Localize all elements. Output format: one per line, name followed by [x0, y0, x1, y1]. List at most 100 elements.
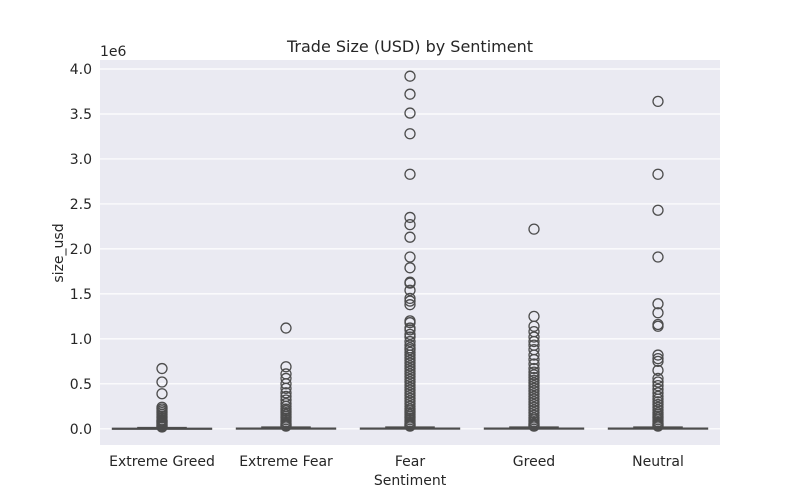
outlier-point — [652, 393, 664, 405]
x-tick-label: Extreme Fear — [239, 454, 333, 470]
outlier-point — [404, 128, 416, 140]
outlier-point — [652, 401, 664, 413]
outlier-point — [652, 349, 664, 361]
y-tick-label: 2.5 — [70, 197, 92, 213]
outlier-point — [528, 223, 540, 235]
outlier-point — [404, 346, 416, 358]
outlier-point — [404, 331, 416, 343]
outlier-point — [404, 389, 416, 402]
outlier-point — [404, 284, 416, 296]
outlier-point — [652, 307, 664, 319]
outlier-point — [404, 251, 416, 263]
outlier-point — [528, 390, 540, 403]
outlier-point — [280, 322, 292, 334]
outlier-point — [404, 317, 416, 329]
outlier-point — [404, 381, 416, 394]
y-tick-label: 3.0 — [70, 152, 92, 168]
outlier-point — [404, 107, 416, 119]
outlier-point — [652, 251, 664, 263]
x-tick-label: Extreme Greed — [109, 454, 215, 470]
y-tick-label: 1.5 — [70, 287, 92, 303]
outlier-point — [652, 204, 664, 216]
outlier-point — [404, 397, 416, 410]
outlier-point — [652, 376, 664, 388]
outlier-point — [528, 353, 540, 366]
outlier-point — [156, 362, 168, 375]
outlier-point — [404, 88, 416, 100]
outlier-point — [280, 361, 292, 373]
chart-title: Trade Size (USD) by Sentiment — [286, 37, 533, 56]
outlier-point — [404, 376, 416, 388]
outlier-point — [404, 352, 416, 364]
outlier-point — [404, 262, 416, 274]
box-plot-greed — [483, 223, 585, 432]
outlier-point — [528, 396, 540, 408]
y-tick-label: 1.0 — [70, 332, 92, 348]
outlier-point — [652, 396, 664, 408]
outlier-point — [528, 366, 540, 378]
outlier-point — [404, 324, 416, 336]
outlier-point — [652, 168, 664, 180]
outlier-point — [404, 379, 416, 391]
outlier-point — [404, 357, 416, 369]
outlier-point — [280, 378, 292, 390]
outlier-point — [528, 335, 540, 348]
outlier-point — [404, 368, 416, 380]
outlier-point — [404, 277, 416, 289]
outlier-point — [652, 298, 664, 310]
outlier-point — [652, 420, 664, 432]
outlier-point — [404, 299, 416, 311]
outlier-point — [404, 384, 416, 396]
y-axis-title: size_usd — [51, 223, 67, 282]
outlier-point — [280, 394, 292, 406]
box-plots — [111, 70, 709, 433]
outlier-point — [652, 372, 664, 385]
outlier-point — [528, 398, 540, 411]
outlier-point — [528, 382, 540, 394]
outlier-point — [280, 397, 292, 410]
outlier-point — [404, 360, 416, 372]
outlier-point — [404, 292, 416, 305]
outlier-point — [404, 387, 416, 399]
outlier-point — [528, 369, 540, 381]
outlier-point — [404, 168, 416, 180]
x-tick-labels: Extreme Greed Extreme Fear Fear Greed Neutra… — [109, 454, 684, 470]
x-tick-label: Neutral — [632, 454, 684, 470]
outlier-point — [280, 420, 292, 432]
outlier-point — [528, 420, 540, 432]
outlier-point — [404, 231, 416, 243]
outlier-point — [404, 365, 416, 377]
box-plot-extreme-greed — [111, 362, 213, 433]
outlier-point — [652, 95, 664, 108]
outlier-point — [528, 393, 540, 405]
outlier-point — [652, 387, 664, 399]
box-plot-fear — [359, 70, 461, 432]
y-tick-label: 2.0 — [70, 242, 92, 258]
outlier-point — [528, 401, 540, 413]
y-tick-label: 4.0 — [70, 62, 92, 78]
outlier-point — [404, 343, 416, 356]
outlier-point — [528, 374, 540, 386]
outlier-point — [404, 295, 416, 307]
x-tick-label: Fear — [395, 454, 425, 470]
outlier-point — [652, 355, 664, 367]
outlier-point — [280, 387, 292, 399]
outlier-point — [404, 362, 416, 375]
y-tick-label: 0.5 — [70, 377, 92, 393]
box-plot-extreme-fear — [235, 322, 337, 432]
outlier-point — [652, 352, 664, 365]
outlier-point — [404, 354, 416, 367]
outlier-point — [404, 420, 416, 432]
outlier-point — [528, 362, 540, 375]
outlier-point — [528, 349, 540, 361]
outlier-point — [280, 382, 292, 394]
x-axis-title: Sentiment — [374, 473, 447, 489]
outlier-point — [652, 320, 664, 332]
outlier-point — [156, 376, 168, 388]
x-tick-label: Greed — [513, 454, 555, 470]
outlier-point — [652, 379, 664, 392]
outlier-point — [528, 358, 540, 370]
outlier-point — [156, 388, 168, 400]
outlier-point — [404, 349, 416, 361]
